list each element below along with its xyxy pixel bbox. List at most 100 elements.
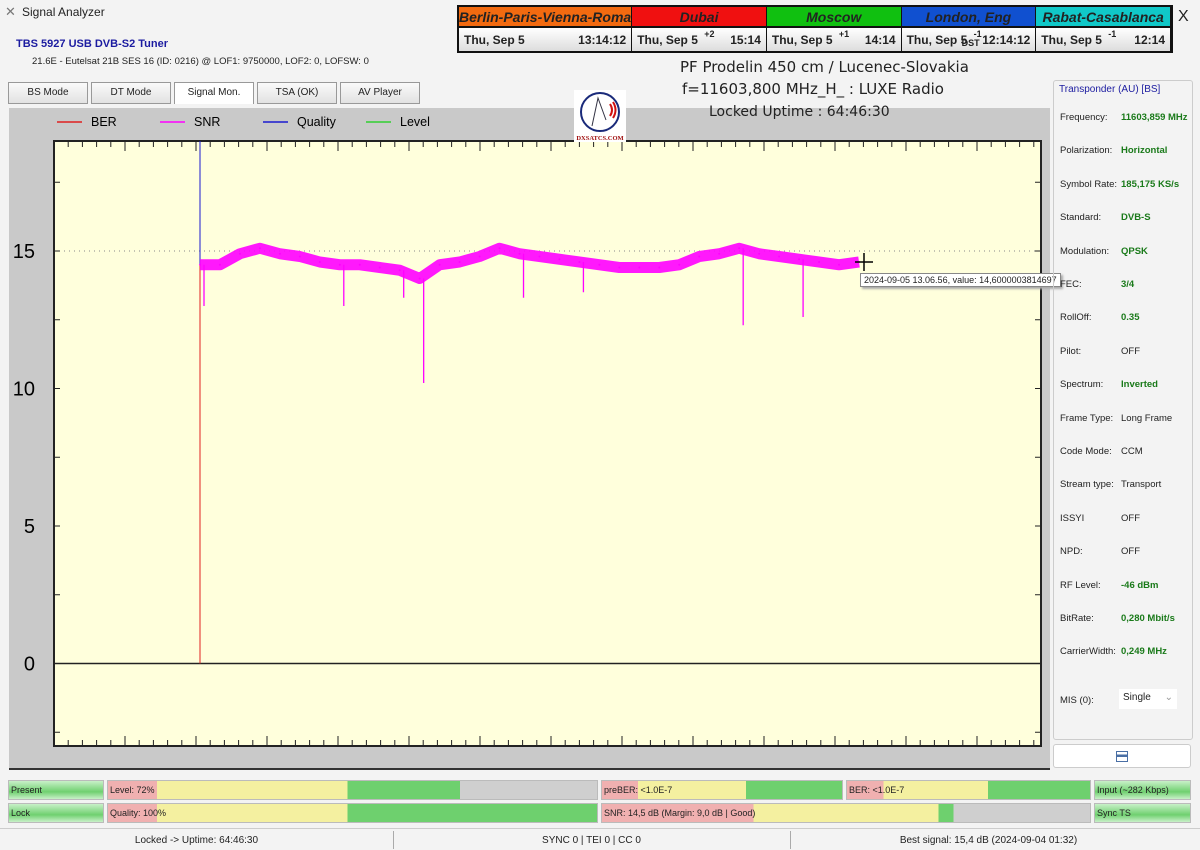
tuner-name: TBS 5927 USB DVB-S2 Tuner [16, 38, 169, 50]
field-label: FEC: [1060, 279, 1082, 290]
field-value: Horizontal [1121, 145, 1168, 157]
present-indicator: Present [8, 780, 104, 800]
tab-bs-mode[interactable]: BS Mode [8, 82, 88, 104]
snr-point [378, 266, 381, 269]
field-value: OFF [1121, 345, 1140, 357]
snr-point [618, 266, 621, 269]
clock-body: Thu, Sep 5 +2 15:14 [632, 28, 766, 51]
field-label: Spectrum: [1060, 379, 1104, 391]
field-label: Stream type: [1060, 479, 1114, 491]
snr-point [638, 266, 641, 269]
clock-0: Berlin-Paris-Vienna-Roma Thu, Sep 5 13:1… [459, 7, 633, 51]
clock-time: 14:14 [864, 32, 896, 47]
window-icon [1116, 751, 1128, 762]
snr-point [298, 255, 301, 258]
clock-time: 15:14 [730, 32, 761, 47]
field-label: Standard: [1060, 212, 1102, 224]
panel-toggle-button[interactable] [1053, 744, 1191, 768]
mis-value: Single [1123, 692, 1151, 703]
snr-point [778, 255, 781, 258]
snr-point [598, 263, 601, 266]
field-label: CarrierWidth: [1060, 646, 1116, 658]
field-value: OFF [1121, 512, 1140, 524]
field-value: 3/4 [1121, 279, 1135, 290]
clock-city: London, Eng [901, 7, 1036, 28]
clock-2: Moscow Thu, Sep 5 +1 14:14 [766, 7, 902, 51]
field-label: Code Mode: [1060, 446, 1112, 457]
clock-date: Thu, Sep 5 [771, 32, 833, 47]
snr-point [798, 258, 801, 261]
clock-dst: DST [961, 38, 980, 48]
crosshair-cursor [855, 253, 873, 271]
clock-date: Thu, Sep 5 [1041, 32, 1102, 47]
tab-dt-mode[interactable]: DT Mode [91, 82, 171, 104]
field-value: 0,249 MHz [1121, 646, 1167, 658]
field-value: DVB-S [1121, 212, 1151, 224]
window-title: Signal Analyzer [22, 5, 105, 19]
snr-bar: SNR: 14,5 dB (Margin: 9,0 dB | Good) [601, 803, 1091, 823]
legend-label-level: Level [400, 115, 430, 129]
field-value: 11603,859 MHz [1121, 112, 1188, 123]
clock-date: Thu, Sep 5 [906, 32, 968, 47]
status-separator [393, 831, 394, 849]
field-value: Transport [1121, 479, 1162, 491]
field-label: ISSYI [1060, 512, 1085, 524]
field-label: BitRate: [1060, 613, 1094, 624]
snr-point [678, 263, 681, 266]
field-label: Polarization: [1060, 145, 1113, 157]
clock-body: Thu, Sep 5 -1 DST 12:14:12 [901, 28, 1036, 51]
snr-point [398, 269, 401, 272]
field-label: Modulation: [1060, 245, 1110, 257]
snr-point [758, 252, 761, 255]
snr-point [438, 263, 441, 266]
snr-point [658, 266, 661, 269]
clock-time: 13:14:12 [578, 32, 627, 47]
clock-city: Berlin-Paris-Vienna-Roma [459, 7, 632, 28]
panel-title: Transponder (AU) [BS] [1059, 84, 1161, 95]
snr-point [358, 263, 361, 266]
snr-point [278, 252, 281, 255]
snr-point [818, 261, 821, 263]
y-tick-label: 10 [13, 379, 35, 401]
snr-point [498, 247, 501, 250]
clock-city: Moscow [766, 7, 901, 28]
mis-select[interactable]: Single ⌄ [1119, 689, 1177, 709]
field-label: Pilot: [1060, 345, 1082, 357]
snr-point [538, 255, 541, 258]
field-label: NPD: [1060, 546, 1083, 558]
field-value: Inverted [1121, 379, 1158, 391]
snr-point [558, 258, 561, 261]
y-tick-label: 0 [24, 654, 35, 676]
frequency-label: f=11603,800 MHz_H_ : LUXE Radio [682, 80, 944, 98]
status-separator [790, 831, 791, 849]
field-value: CCM [1121, 446, 1143, 457]
y-tick-label: 15 [13, 241, 35, 263]
snr-point [318, 261, 321, 263]
tab-signal-mon[interactable]: Signal Mon. [174, 82, 254, 104]
field-value: OFF [1121, 546, 1140, 558]
tab-tsa[interactable]: TSA (OK) [257, 82, 337, 104]
clock-body: Thu, Sep 5 +1 14:14 [766, 28, 901, 51]
clock-date: Thu, Sep 5 [464, 32, 525, 47]
snr-point [518, 252, 521, 255]
snr-point [418, 277, 421, 280]
chevron-down-icon: ⌄ [1164, 692, 1173, 703]
snr-point [698, 255, 701, 258]
tab-av-player[interactable]: AV Player [340, 82, 420, 104]
legend-label-quality: Quality [297, 115, 337, 129]
snr-point [458, 261, 461, 263]
snr-point [258, 247, 261, 250]
clock-3: London, Eng Thu, Sep 5 -1 DST 12:14:12 [901, 7, 1037, 51]
site-label: PF Prodelin 450 cm / Lucenec-Slovakia [680, 58, 969, 76]
clock-offset: -1 [973, 29, 982, 39]
clock-city: Dubai [632, 7, 766, 28]
close-button[interactable]: X [1178, 8, 1189, 25]
snr-point [478, 255, 481, 258]
transponder-panel [1053, 80, 1193, 740]
world-clocks: Berlin-Paris-Vienna-Roma Thu, Sep 5 13:1… [457, 5, 1173, 53]
snr-point [218, 263, 221, 266]
snr-point [838, 263, 841, 266]
field-value: Long Frame [1121, 412, 1173, 424]
snr-point [199, 263, 201, 266]
input-indicator: Input (~282 Kbps) [1094, 780, 1191, 800]
